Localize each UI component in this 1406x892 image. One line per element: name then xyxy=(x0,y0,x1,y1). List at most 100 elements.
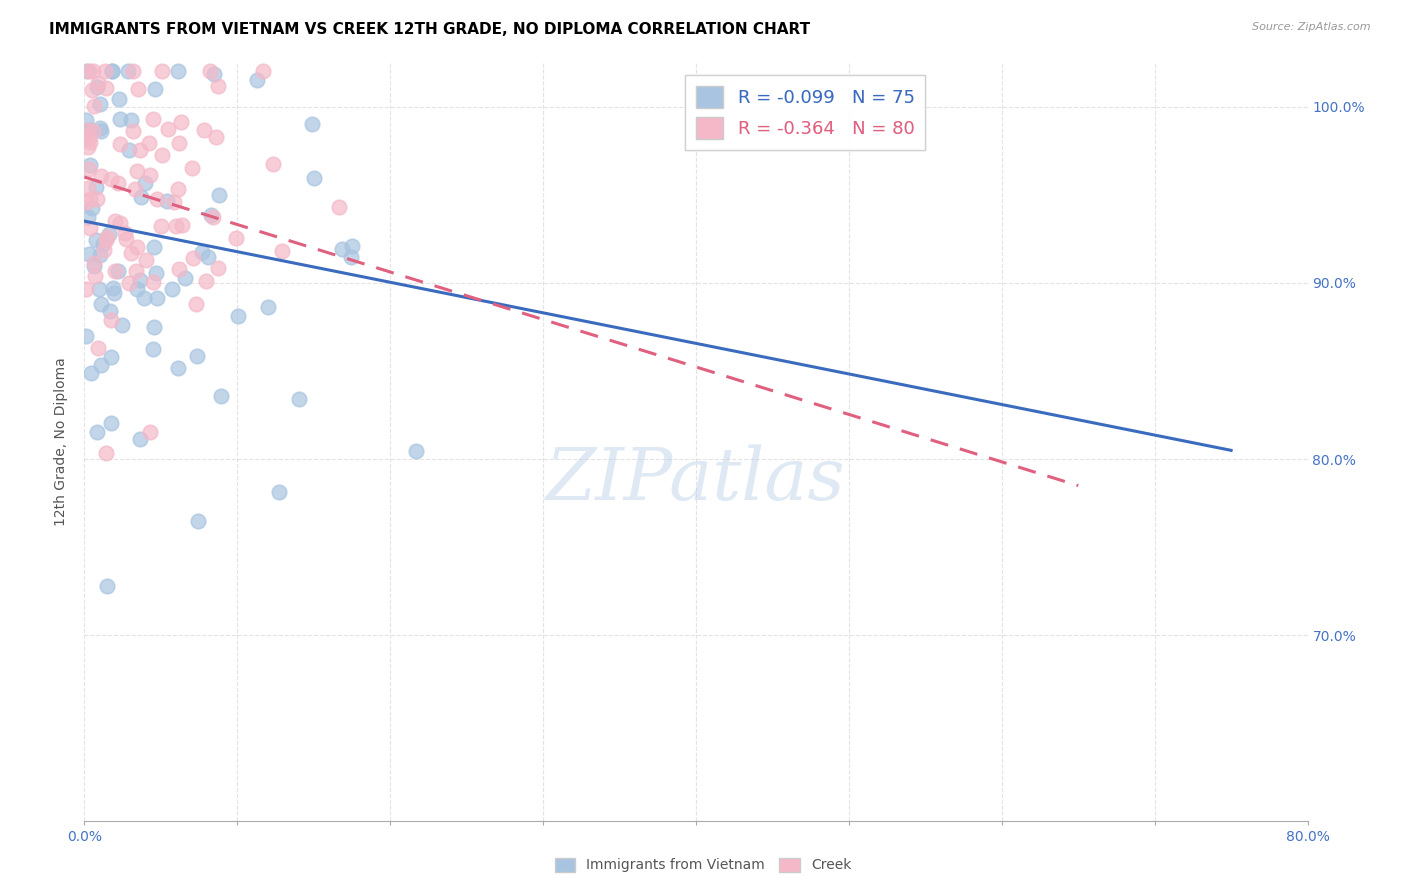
Point xyxy=(91,236,114,251)
Point xyxy=(139,168,162,182)
Point xyxy=(167,182,190,196)
Point xyxy=(110,112,132,127)
Point xyxy=(328,201,350,215)
Point xyxy=(195,274,218,288)
Point xyxy=(101,64,124,78)
Point xyxy=(165,219,187,233)
Point xyxy=(89,97,111,112)
Point xyxy=(202,67,225,81)
Point xyxy=(201,211,224,225)
Point xyxy=(138,425,160,440)
Point xyxy=(120,113,142,128)
Point xyxy=(142,342,165,356)
Point xyxy=(125,282,148,296)
Point xyxy=(89,248,111,262)
Point xyxy=(226,309,249,323)
Y-axis label: 12th Grade, No Diploma: 12th Grade, No Diploma xyxy=(55,357,69,526)
Point xyxy=(304,170,326,185)
Point xyxy=(156,194,179,209)
Point xyxy=(94,233,117,247)
Point xyxy=(114,226,136,240)
Point xyxy=(142,112,165,126)
Point xyxy=(167,262,190,277)
Point xyxy=(262,157,284,171)
Point xyxy=(79,135,101,149)
Point xyxy=(127,82,149,96)
Point xyxy=(79,122,101,136)
Point xyxy=(107,264,129,278)
Point xyxy=(184,297,207,311)
Point xyxy=(96,230,118,244)
Point xyxy=(138,136,160,150)
Point xyxy=(93,243,115,257)
Point xyxy=(100,416,122,430)
Point xyxy=(174,271,197,285)
Point xyxy=(205,129,228,144)
Point xyxy=(108,216,131,230)
Point xyxy=(87,341,110,355)
Text: ZIPatlas: ZIPatlas xyxy=(546,444,846,515)
Point xyxy=(330,243,353,257)
Legend: R = -0.099   N = 75, R = -0.364   N = 80: R = -0.099 N = 75, R = -0.364 N = 80 xyxy=(685,75,925,150)
Point xyxy=(245,73,267,87)
Point xyxy=(77,247,100,261)
Point xyxy=(207,260,229,275)
Text: Source: ZipAtlas.com: Source: ZipAtlas.com xyxy=(1253,22,1371,32)
Point xyxy=(340,250,363,264)
Point xyxy=(79,221,101,235)
Point xyxy=(193,123,215,137)
Point xyxy=(110,136,132,151)
Point xyxy=(89,120,111,135)
Point xyxy=(101,281,124,295)
Point xyxy=(77,122,100,136)
Point xyxy=(145,192,167,206)
Point xyxy=(96,579,118,593)
Point xyxy=(117,64,139,78)
Text: IMMIGRANTS FROM VIETNAM VS CREEK 12TH GRADE, NO DIPLOMA CORRELATION CHART: IMMIGRANTS FROM VIETNAM VS CREEK 12TH GR… xyxy=(49,22,810,37)
Point xyxy=(77,210,100,224)
Point xyxy=(167,64,190,78)
Point xyxy=(84,180,107,194)
Point xyxy=(207,79,229,94)
Point xyxy=(94,81,117,95)
Point xyxy=(90,358,112,372)
Point xyxy=(87,76,110,90)
Point xyxy=(121,64,143,78)
Legend: Immigrants from Vietnam, Creek: Immigrants from Vietnam, Creek xyxy=(548,852,858,878)
Point xyxy=(75,282,97,296)
Point xyxy=(129,273,152,287)
Point xyxy=(128,432,150,446)
Point xyxy=(150,219,173,234)
Point xyxy=(75,112,97,127)
Point xyxy=(111,318,134,332)
Point xyxy=(118,277,141,291)
Point xyxy=(76,64,98,78)
Point xyxy=(127,240,149,254)
Point xyxy=(301,117,323,131)
Point xyxy=(342,239,364,253)
Point xyxy=(405,443,427,458)
Point xyxy=(93,64,115,78)
Point xyxy=(145,291,167,305)
Point xyxy=(134,176,156,190)
Point xyxy=(82,202,104,216)
Point xyxy=(104,213,127,227)
Point xyxy=(170,219,193,233)
Point xyxy=(198,64,221,78)
Point xyxy=(252,64,274,78)
Point xyxy=(129,190,152,204)
Point xyxy=(77,161,100,176)
Point xyxy=(84,233,107,247)
Point xyxy=(97,227,120,242)
Point xyxy=(104,263,127,277)
Point xyxy=(86,80,108,95)
Point xyxy=(143,319,166,334)
Point xyxy=(76,140,98,154)
Point xyxy=(197,250,219,264)
Point xyxy=(163,195,186,210)
Point xyxy=(82,124,104,138)
Point xyxy=(134,291,156,305)
Point xyxy=(145,266,167,280)
Point xyxy=(122,124,145,138)
Point xyxy=(209,388,232,402)
